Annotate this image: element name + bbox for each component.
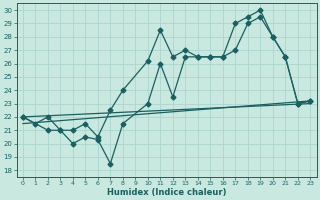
X-axis label: Humidex (Indice chaleur): Humidex (Indice chaleur) (107, 188, 226, 197)
